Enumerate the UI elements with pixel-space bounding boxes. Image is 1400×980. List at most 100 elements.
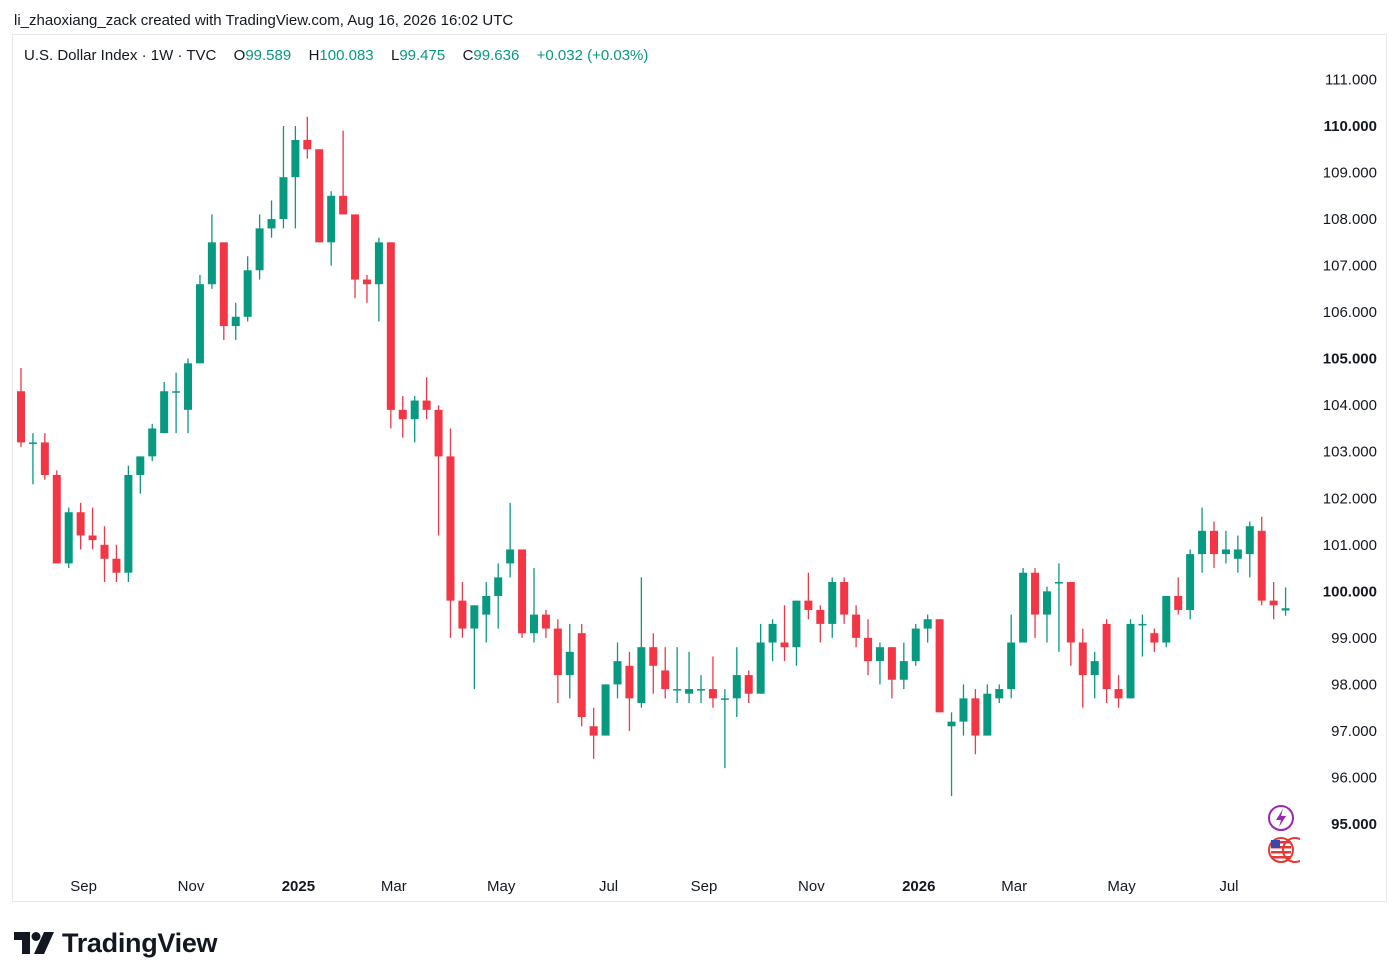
candle[interactable]	[1221, 530, 1230, 564]
candle[interactable]	[172, 372, 181, 434]
candle[interactable]	[756, 623, 765, 694]
candle[interactable]	[673, 647, 682, 704]
candle[interactable]	[136, 456, 145, 494]
candle[interactable]	[911, 623, 920, 666]
candle[interactable]	[279, 126, 288, 229]
candle[interactable]	[995, 684, 1004, 704]
candle[interactable]	[1054, 563, 1063, 652]
us-flag-icon[interactable]	[1268, 837, 1307, 863]
candle[interactable]	[88, 507, 97, 550]
candle[interactable]	[685, 651, 694, 704]
candle[interactable]	[207, 214, 216, 289]
candle[interactable]	[1102, 619, 1111, 704]
candle[interactable]	[291, 126, 300, 229]
candle[interactable]	[267, 200, 276, 238]
candle[interactable]	[482, 582, 491, 643]
candle[interactable]	[422, 377, 431, 420]
candle[interactable]	[541, 609, 550, 638]
candle[interactable]	[1269, 582, 1278, 620]
candle[interactable]	[529, 568, 538, 643]
candle[interactable]	[935, 619, 944, 713]
candle[interactable]	[959, 684, 968, 736]
candle[interactable]	[64, 507, 73, 569]
candle[interactable]	[28, 433, 37, 485]
candle[interactable]	[1233, 535, 1242, 573]
candle[interactable]	[124, 465, 133, 583]
candle[interactable]	[661, 647, 670, 699]
candle[interactable]	[410, 395, 419, 443]
candle[interactable]	[112, 544, 121, 583]
candle[interactable]	[243, 256, 252, 322]
candle[interactable]	[219, 242, 228, 341]
candle[interactable]	[446, 428, 455, 638]
candle[interactable]	[470, 605, 479, 690]
candle[interactable]	[625, 651, 634, 731]
candle[interactable]	[887, 647, 896, 699]
candle[interactable]	[362, 274, 371, 303]
candle[interactable]	[231, 302, 240, 341]
candle[interactable]	[374, 237, 383, 322]
candle[interactable]	[923, 614, 932, 643]
candle[interactable]	[1066, 582, 1075, 666]
candle[interactable]	[398, 395, 407, 438]
candle[interactable]	[804, 572, 813, 620]
candle[interactable]	[947, 712, 956, 797]
candle[interactable]	[780, 605, 789, 662]
candle[interactable]	[852, 605, 861, 648]
candle[interactable]	[100, 526, 109, 583]
candle[interactable]	[184, 358, 193, 434]
candle[interactable]	[1281, 587, 1290, 616]
candle[interactable]	[315, 149, 324, 243]
candle[interactable]	[792, 600, 801, 666]
tradingview-logo[interactable]: TradingView	[14, 926, 218, 960]
candle[interactable]	[506, 502, 515, 578]
candle[interactable]	[649, 633, 658, 694]
candle[interactable]	[589, 707, 598, 759]
candle[interactable]	[52, 470, 61, 564]
candle[interactable]	[327, 191, 336, 266]
candle[interactable]	[899, 642, 908, 690]
candle[interactable]	[637, 577, 646, 708]
candle[interactable]	[565, 623, 574, 699]
candle[interactable]	[351, 214, 360, 299]
candle[interactable]	[1162, 595, 1171, 648]
candle[interactable]	[1078, 628, 1087, 708]
candle[interactable]	[518, 549, 527, 638]
lightning-event-icon[interactable]	[1268, 805, 1294, 831]
candle[interactable]	[816, 605, 825, 643]
candle[interactable]	[494, 563, 503, 629]
candle[interactable]	[458, 582, 467, 638]
candle[interactable]	[339, 130, 348, 215]
candle[interactable]	[1198, 507, 1207, 573]
candle[interactable]	[17, 367, 25, 448]
candle[interactable]	[40, 433, 49, 480]
candle[interactable]	[1186, 549, 1195, 620]
candle[interactable]	[1210, 521, 1218, 569]
candle[interactable]	[744, 670, 753, 704]
candle[interactable]	[303, 116, 312, 159]
candle[interactable]	[195, 274, 204, 364]
candle[interactable]	[434, 405, 443, 536]
candle[interactable]	[1174, 577, 1183, 615]
candle[interactable]	[1019, 568, 1028, 643]
candle[interactable]	[720, 689, 729, 769]
candle[interactable]	[732, 647, 741, 717]
candle[interactable]	[1257, 516, 1266, 606]
candle[interactable]	[971, 689, 980, 755]
candle[interactable]	[1150, 628, 1159, 652]
candle[interactable]	[553, 619, 562, 704]
candle[interactable]	[708, 656, 717, 708]
candle[interactable]	[697, 675, 706, 704]
chart-frame[interactable]	[12, 34, 1387, 902]
candle[interactable]	[875, 642, 884, 685]
candle[interactable]	[1138, 614, 1147, 657]
candle[interactable]	[1090, 651, 1099, 699]
candle[interactable]	[160, 381, 169, 434]
candle[interactable]	[601, 684, 610, 736]
candle[interactable]	[840, 577, 849, 624]
candle[interactable]	[255, 214, 264, 280]
candle[interactable]	[1007, 614, 1016, 699]
candle[interactable]	[1114, 675, 1123, 708]
candle[interactable]	[577, 623, 586, 727]
